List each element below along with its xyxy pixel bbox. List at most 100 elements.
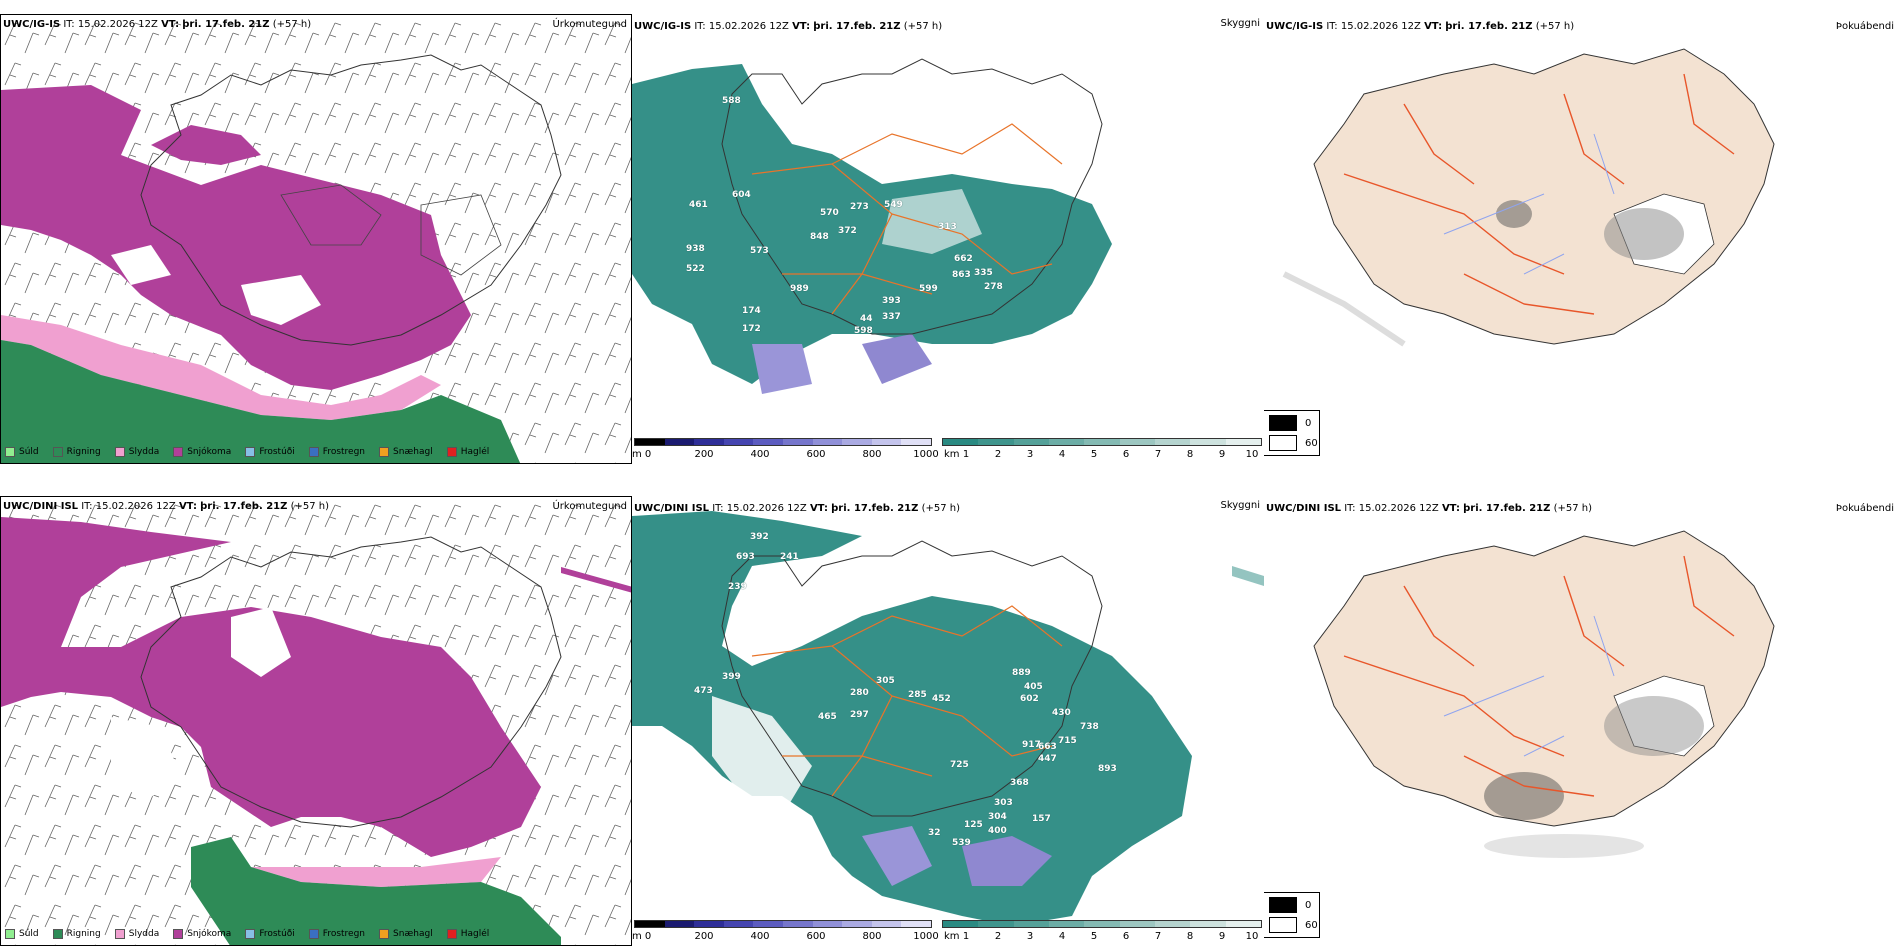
- cloud-colorbar-strip-km: [942, 920, 1262, 928]
- cloud-colorbar: m 0 200 400 600 800 1000 km 1 2 3 4 5 6 …: [632, 918, 1264, 946]
- legend-swatch: [173, 929, 184, 939]
- cloud-base-value: 305: [876, 676, 895, 686]
- legend-label: Súld: [19, 929, 39, 939]
- tick-label: 2: [994, 931, 1002, 942]
- panel-header: UWC/DINI ISL IT: 15.02.2026 12Z VT: þri.…: [634, 503, 960, 514]
- tick-label: 10: [1245, 931, 1259, 942]
- init-time: IT: 15.02.2026 12Z: [1326, 21, 1421, 32]
- cloud-base-value: 405: [1024, 682, 1043, 692]
- cloud-title: Skyggni: [1220, 500, 1260, 511]
- cloud-base-value: 280: [850, 688, 869, 698]
- legend-swatch: [114, 447, 125, 457]
- fog-legend-swatch: [1269, 917, 1297, 933]
- precip-type-panel-1: UWC/IG-IS IT: 15.02.2026 12Z VT: þri. 17…: [0, 14, 632, 464]
- init-time: IT: 15.02.2026 12Z: [63, 19, 158, 30]
- legend-swatch: [245, 929, 256, 939]
- valid-time-label: VT:: [1424, 21, 1443, 32]
- valid-time-label: VT:: [809, 503, 828, 514]
- valid-time-label: VT:: [178, 501, 197, 512]
- legend-swatch: [5, 929, 15, 939]
- legend-label: Frostregn: [322, 447, 366, 457]
- model-name: UWC/DINI ISL: [634, 503, 710, 514]
- panel-header: UWC/IG-IS IT: 15.02.2026 12Z VT: þri. 17…: [3, 19, 311, 30]
- fog-title: Þokuábendi: [1835, 21, 1894, 32]
- cloud-base-value: 239: [728, 582, 747, 592]
- legend-label: Rigning: [66, 929, 101, 939]
- legend-swatch: [308, 929, 319, 939]
- fog-title: Þokuábendi: [1835, 503, 1894, 514]
- legend-item-freezing-drizzle: Frostúði: [245, 929, 295, 939]
- legend-label: Súld: [19, 447, 39, 457]
- cloud-base-value: 573: [750, 246, 769, 256]
- fog-legend-swatch: [1269, 897, 1297, 913]
- legend-item-freezing-rain: Frostregn: [308, 929, 365, 939]
- legend-item-freezing-drizzle: Frostúði: [245, 447, 295, 457]
- fog-panel-1: UWC/IG-IS IT: 15.02.2026 12Z VT: þri. 17…: [1264, 14, 1900, 464]
- tick-label: 10: [1245, 449, 1259, 460]
- legend-label: Rigning: [66, 447, 101, 457]
- precip-legend: Súld Rigning Slydda Snjókoma Frostúði Fr…: [5, 926, 503, 942]
- fog-legend: 0 60: [1264, 410, 1320, 456]
- panel-header: UWC/DINI ISL IT: 15.02.2026 12Z VT: þri.…: [3, 501, 329, 512]
- tick-label: 2: [994, 449, 1002, 460]
- legend-item-hail: Haglél: [446, 447, 490, 457]
- cloud-base-value: 663: [1038, 742, 1057, 752]
- cloud-base-value: 174: [742, 306, 761, 316]
- fog-legend-label: 0: [1305, 899, 1312, 911]
- cloud-base-value: 157: [1032, 814, 1051, 824]
- tick-label: 200: [694, 931, 714, 942]
- cloud-base-value: 889: [1012, 668, 1031, 678]
- cloud-base-value: 917: [1022, 740, 1041, 750]
- tick-label: 600: [806, 931, 826, 942]
- cloud-base-value: 172: [742, 324, 761, 334]
- tick-label: 0: [644, 931, 652, 942]
- cloud-base-value: 539: [952, 838, 971, 848]
- tick-label: 8: [1186, 449, 1194, 460]
- cloud-base-value: 848: [810, 232, 829, 242]
- precip-type-map-2: [1, 497, 631, 945]
- lead-time: (+57 h): [903, 21, 943, 32]
- tick-label: 6: [1122, 931, 1130, 942]
- cloud-map-2: [632, 511, 1264, 926]
- cloud-base-value: 44: [860, 314, 873, 324]
- legend-swatch: [446, 447, 457, 457]
- precip-type-panel-2: UWC/DINI ISL IT: 15.02.2026 12Z VT: þri.…: [0, 496, 632, 946]
- valid-time: þri. 17.feb. 21Z: [813, 21, 901, 32]
- cloud-base-value: 297: [850, 710, 869, 720]
- fog-legend-label: 60: [1305, 919, 1318, 931]
- cloud-base-value: 430: [1052, 708, 1071, 718]
- legend-swatch: [379, 447, 390, 457]
- legend-item-sleet: Slydda: [114, 447, 159, 457]
- cloud-base-value: 989: [790, 284, 809, 294]
- model-name: UWC/IG-IS: [3, 19, 61, 30]
- cloud-base-value: 588: [722, 96, 741, 106]
- model-name: UWC/IG-IS: [634, 21, 692, 32]
- cloud-base-value: 285: [908, 690, 927, 700]
- cloud-base-value: 598: [854, 326, 873, 336]
- cloud-base-value: 392: [750, 532, 769, 542]
- precip-legend: Súld Rigning Slydda Snjókoma Frostúði Fr…: [5, 444, 503, 460]
- cloud-base-value: 602: [1020, 694, 1039, 704]
- cloud-base-value: 662: [954, 254, 973, 264]
- cloud-base-value: 368: [1010, 778, 1029, 788]
- tick-label: 800: [862, 931, 882, 942]
- valid-time: þri. 17.feb. 21Z: [1445, 21, 1533, 32]
- colorbar-unit-m: m: [632, 449, 642, 460]
- cloud-base-value: 399: [722, 672, 741, 682]
- legend-item-hail: Haglél: [446, 929, 489, 939]
- valid-time-label: VT:: [792, 21, 811, 32]
- fog-legend-row: 60: [1269, 435, 1318, 451]
- legend-swatch: [245, 447, 256, 457]
- cloud-title: Skyggni: [1220, 18, 1260, 29]
- valid-time-label: VT:: [161, 19, 180, 30]
- cloud-base-value: 863: [952, 270, 971, 280]
- tick-label: 1000: [913, 449, 939, 460]
- legend-item-sleet: Slydda: [114, 929, 159, 939]
- tick-label: 400: [750, 449, 770, 460]
- cloud-base-value: 522: [686, 264, 705, 274]
- cloud-colorbar-strip-km: [942, 438, 1262, 446]
- cloud-base-value: 241: [780, 552, 799, 562]
- tick-label: 3: [1026, 931, 1034, 942]
- legend-label: Haglél: [460, 447, 490, 457]
- legend-label: Frostúði: [259, 447, 295, 457]
